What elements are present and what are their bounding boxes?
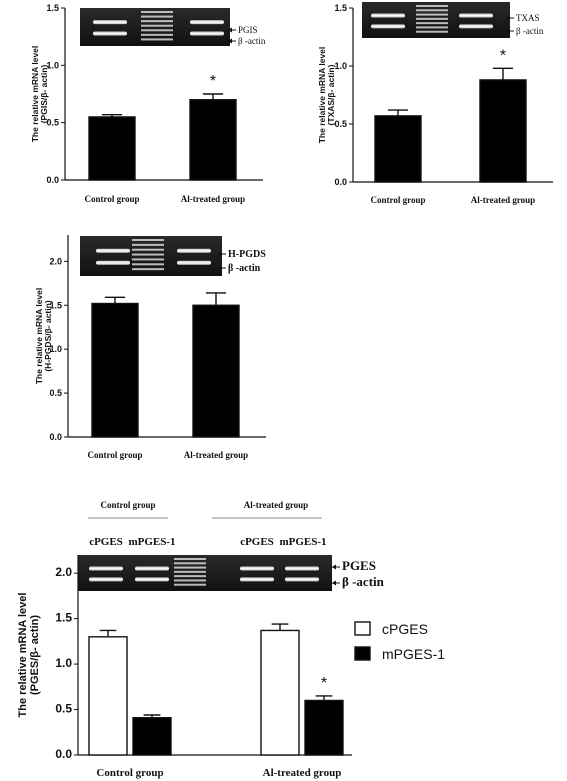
legend-swatch <box>354 621 371 636</box>
gel-band-label: β -actin <box>238 36 266 46</box>
gel-lane-label: mPGES-1 <box>128 536 175 548</box>
legend-label: cPGES <box>382 621 428 637</box>
bar <box>192 304 240 438</box>
y-axis-title: The relative mRNA level(PGES/β- actin) <box>17 593 41 718</box>
x-category-label: Al-treated group <box>184 450 248 460</box>
x-category-label: Control group <box>85 194 140 204</box>
bar <box>88 116 136 181</box>
gel-band-label: PGES <box>342 558 376 573</box>
y-tick-label: 1.5 <box>46 3 59 13</box>
bar <box>189 99 237 181</box>
y-tick-label: 0.0 <box>334 177 347 187</box>
gel-image-2: TXAS β -actin <box>362 2 544 38</box>
chart-panel-3: H-PGDS β -actin 0.0 0.5 1.0 1.5 2.0 The relativ… <box>34 235 266 460</box>
y-tick-label: 0.5 <box>46 118 59 128</box>
legend-swatch <box>354 646 371 661</box>
significance-marker: * <box>321 675 327 692</box>
gel-band-label: β -actin <box>342 574 385 589</box>
gel-lane-label: cPGES <box>89 536 123 548</box>
y-tick-label: 0.0 <box>46 175 59 185</box>
x-category-label: Control group <box>88 450 143 460</box>
bar <box>260 629 300 756</box>
gel-band-label: β -actin <box>228 263 261 274</box>
gel-band-label: β -actin <box>516 26 544 36</box>
bar <box>88 636 128 756</box>
y-tick-label: 1.0 <box>49 344 62 354</box>
significance-marker: * <box>500 47 506 64</box>
x-category-label: Control group <box>371 195 426 205</box>
gel-lane-label: cPGES <box>240 536 274 548</box>
x-category-label: Al-treated group <box>263 767 342 779</box>
bar <box>304 699 344 756</box>
gel-group-label: Al-treated group <box>244 500 308 510</box>
y-tick-label: 2.0 <box>49 256 62 266</box>
y-tick-label: 0.5 <box>55 702 72 716</box>
x-category-label: Al-treated group <box>181 194 245 204</box>
y-tick-label: 2.0 <box>55 565 72 579</box>
bar <box>91 302 139 438</box>
y-tick-label: 1.0 <box>55 656 72 670</box>
bar <box>479 79 527 183</box>
y-tick-label: 0.0 <box>49 432 62 442</box>
gel-band-label: TXAS <box>516 13 540 23</box>
gel-band-label: H-PGDS <box>228 249 266 260</box>
y-tick-label: 1.0 <box>334 61 347 71</box>
chart-panel-2: TXAS β -actin 0.0 0.5 1.0 1.5 The relative mRN… <box>317 2 553 205</box>
gel-lane-label: mPGES-1 <box>279 536 326 548</box>
gel-image-3: H-PGDS β -actin <box>80 236 266 276</box>
y-axis-title: The relative mRNA level(H-PGDS/β- actin) <box>34 288 53 385</box>
significance-marker: * <box>210 73 216 90</box>
x-category-label: Control group <box>96 767 163 779</box>
y-tick-label: 1.5 <box>55 611 72 625</box>
y-tick-label: 0.5 <box>334 119 347 129</box>
x-category-label: Al-treated group <box>471 195 535 205</box>
y-tick-label: 1.0 <box>46 60 59 70</box>
y-axis-title: The relative mRNA level(PGIS/β- actin) <box>30 46 49 143</box>
y-tick-label: 0.5 <box>49 388 62 398</box>
y-tick-label: 0.0 <box>55 747 72 761</box>
bar <box>374 115 422 183</box>
bar <box>132 717 172 756</box>
gel-band-label: PGIS <box>238 25 258 35</box>
legend-label: mPGES-1 <box>382 646 445 662</box>
gel-group-label: Control group <box>101 500 156 510</box>
y-tick-label: 1.5 <box>334 3 347 13</box>
y-tick-label: 1.5 <box>49 300 62 310</box>
y-axis-title: The relative mRNA level(TXAS/β- actin) <box>317 47 336 144</box>
